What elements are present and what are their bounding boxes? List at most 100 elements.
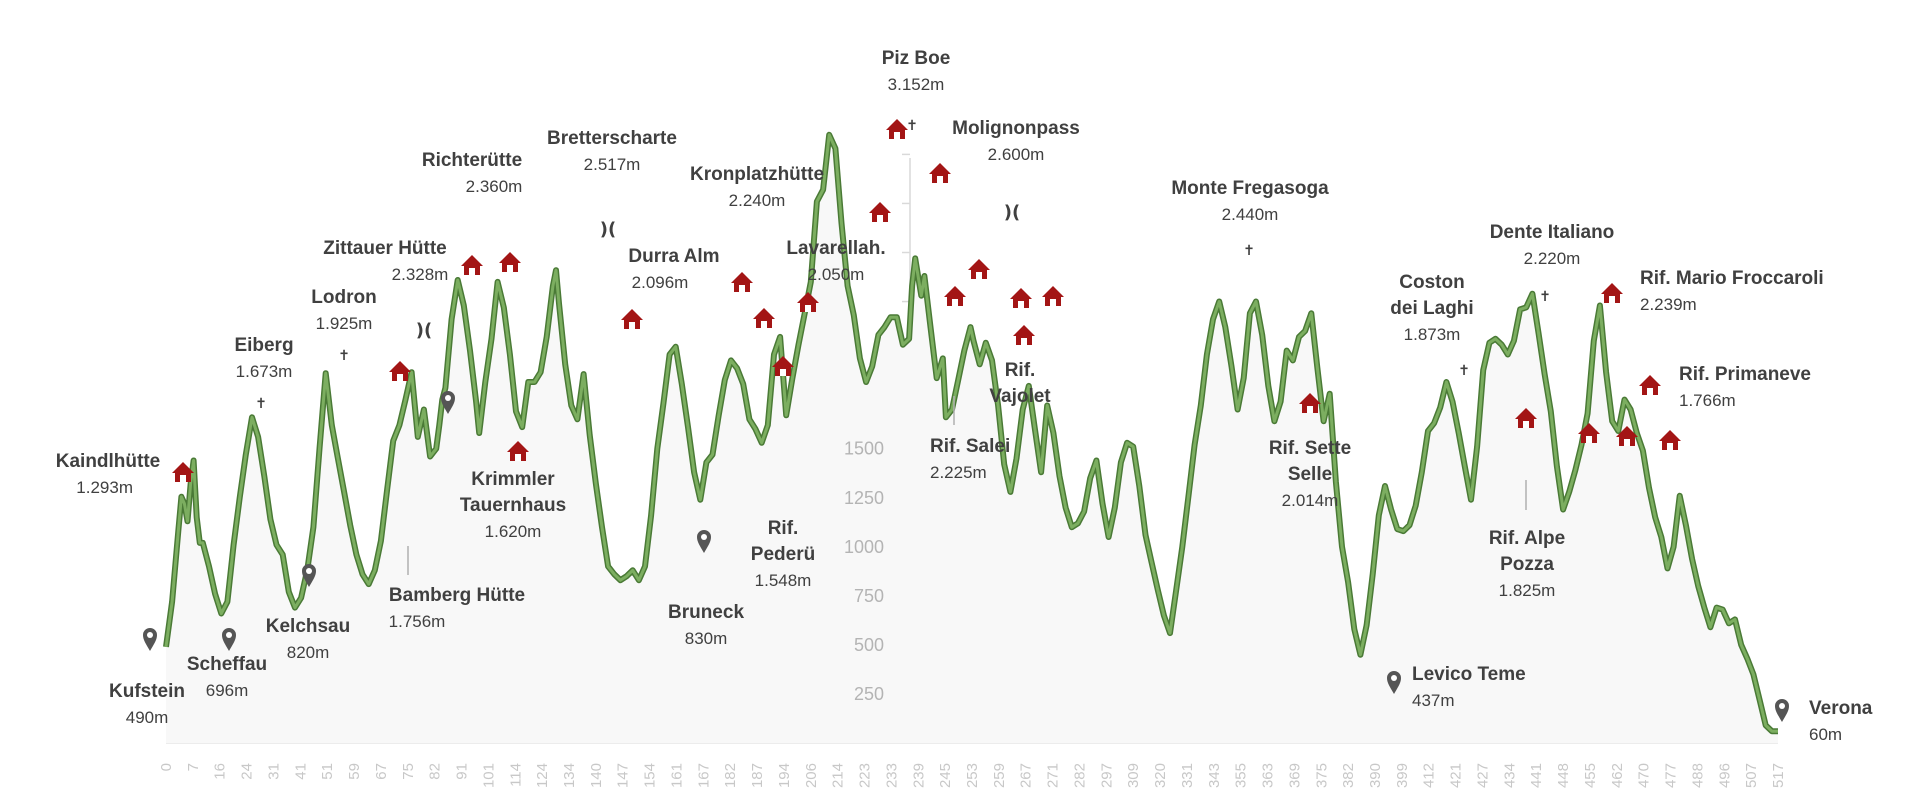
label-rif-salei: Rif. Salei 2.225m xyxy=(930,436,1010,482)
label-value: 2.096m xyxy=(632,273,689,292)
y-axis-tick-labels: 250 500 750 1000 1250 1500 xyxy=(844,439,884,704)
label-value: 2.600m xyxy=(988,145,1045,164)
hut-icon xyxy=(499,252,521,272)
label-scheffau: Scheffau 696m xyxy=(187,654,267,700)
label-value: 2.240m xyxy=(729,191,786,210)
label-value: 490m xyxy=(126,708,169,727)
x-tick-label: 399 xyxy=(1394,763,1411,788)
label-value: 1.673m xyxy=(236,362,293,381)
label-rif-mario-froccaroli: Rif. Mario Froccaroli 2.239m xyxy=(1640,268,1824,314)
x-tick-label: 134 xyxy=(561,763,578,788)
label-name: Dente Italiano xyxy=(1490,222,1615,243)
location-pin-icon xyxy=(302,564,316,587)
x-tick-label: 320 xyxy=(1152,763,1169,788)
x-tick-label: 455 xyxy=(1582,763,1599,788)
label-value: 2.360m xyxy=(466,177,523,196)
summit-cross-icon: ✝ xyxy=(338,348,350,364)
location-pin-icon xyxy=(222,628,236,651)
x-tick-label: 462 xyxy=(1609,763,1626,788)
x-tick-label: 448 xyxy=(1555,763,1572,788)
label-monte-fregasoga: Monte Fregasoga 2.440m xyxy=(1171,178,1329,224)
x-tick-label: 154 xyxy=(642,763,659,788)
x-tick-label: 470 xyxy=(1636,763,1653,788)
label-name: Zittauer Hütte xyxy=(323,238,447,259)
x-tick-label: 271 xyxy=(1045,763,1062,788)
x-tick-label: 233 xyxy=(883,763,900,788)
label-name: Scheffau xyxy=(187,654,267,675)
x-tick-label: 51 xyxy=(319,763,336,780)
x-tick-label: 140 xyxy=(588,763,605,788)
x-tick-label: 194 xyxy=(776,763,793,788)
x-tick-label: 182 xyxy=(722,763,739,788)
pass-icon: )( xyxy=(600,219,616,240)
x-tick-label: 355 xyxy=(1233,763,1250,788)
x-tick-label: 167 xyxy=(695,763,712,788)
label-value: 2.239m xyxy=(1640,295,1697,314)
y-tick-label: 1000 xyxy=(844,537,884,557)
label-value: 830m xyxy=(685,629,728,648)
x-tick-label: 253 xyxy=(964,763,981,788)
x-tick-label: 59 xyxy=(346,763,363,780)
hut-icon xyxy=(944,286,966,306)
label-krimmler-tauernhaus: Krimmler Tauernhaus 1.620m xyxy=(460,469,566,541)
label-name: Coston dei Laghi xyxy=(1390,272,1473,319)
x-tick-label: 375 xyxy=(1313,763,1330,788)
y-tick-label: 750 xyxy=(854,586,884,606)
hut-icon xyxy=(1013,325,1035,345)
hut-icon xyxy=(621,309,643,329)
label-name: Rif. Alpe Pozza xyxy=(1489,528,1565,575)
label-rif-pederue: Rif. Pederü 1.548m xyxy=(751,518,815,590)
x-tick-label: 82 xyxy=(427,763,444,780)
label-value: 2.328m xyxy=(392,265,449,284)
location-pin-icon xyxy=(441,391,455,414)
label-value: 1.756m xyxy=(389,612,446,631)
hut-icon xyxy=(968,259,990,279)
label-verona: Verona 60m xyxy=(1809,698,1873,744)
label-value: 3.152m xyxy=(888,75,945,94)
x-tick-label: 441 xyxy=(1528,763,1545,788)
label-name: Krimmler Tauernhaus xyxy=(460,469,566,516)
label-levico-teme: Levico Teme 437m xyxy=(1412,664,1526,710)
label-name: Rif. Sette Selle xyxy=(1269,438,1351,485)
location-pin-icon xyxy=(697,530,711,553)
label-value: 1.766m xyxy=(1679,391,1736,410)
x-tick-label: 245 xyxy=(937,763,954,788)
label-value: 2.014m xyxy=(1282,491,1339,510)
x-tick-label: 223 xyxy=(857,763,874,788)
label-value: 2.050m xyxy=(808,265,865,284)
label-dente-italiano: Dente Italiano 2.220m xyxy=(1490,222,1615,268)
label-rif-sette-selle: Rif. Sette Selle 2.014m xyxy=(1269,438,1351,510)
label-durra-alm: Durra Alm 2.096m xyxy=(628,246,719,292)
label-name: Bruneck xyxy=(668,602,744,623)
hut-icon xyxy=(389,361,411,381)
x-tick-label: 101 xyxy=(480,763,497,788)
label-value: 437m xyxy=(1412,691,1455,710)
label-rif-primaneve: Rif. Primaneve 1.766m xyxy=(1679,364,1811,410)
x-tick-label: 91 xyxy=(454,763,471,780)
x-tick-label: 496 xyxy=(1716,763,1733,788)
x-tick-label: 206 xyxy=(803,763,820,788)
label-value: 1.548m xyxy=(755,571,812,590)
label-name: Verona xyxy=(1809,698,1873,719)
location-pin-icon xyxy=(143,628,157,651)
label-name: Rif. Pederü xyxy=(751,518,815,565)
label-name: Rif. Salei xyxy=(930,436,1010,457)
x-tick-label: 309 xyxy=(1125,763,1142,788)
hut-icon xyxy=(1515,408,1537,428)
label-lodron: Lodron 1.925m xyxy=(311,287,376,333)
label-name: Rif. Mario Froccaroli xyxy=(1640,268,1824,289)
x-tick-label: 187 xyxy=(749,763,766,788)
label-name: Eiberg xyxy=(234,335,293,356)
label-name: Rif. Primaneve xyxy=(1679,364,1811,385)
hut-icon xyxy=(172,462,194,482)
x-tick-label: 124 xyxy=(534,763,551,788)
x-tick-label: 331 xyxy=(1179,763,1196,788)
label-name: Bretterscharte xyxy=(547,128,677,149)
label-molignonpass: Molignonpass 2.600m xyxy=(952,118,1080,164)
x-tick-label: 421 xyxy=(1448,763,1465,788)
pass-icon: )( xyxy=(1004,202,1020,223)
x-tick-label: 477 xyxy=(1663,763,1680,788)
label-name: Kronplatzhütte xyxy=(690,164,824,185)
hut-icon xyxy=(772,356,794,376)
label-piz-boe: Piz Boe 3.152m xyxy=(882,48,951,94)
